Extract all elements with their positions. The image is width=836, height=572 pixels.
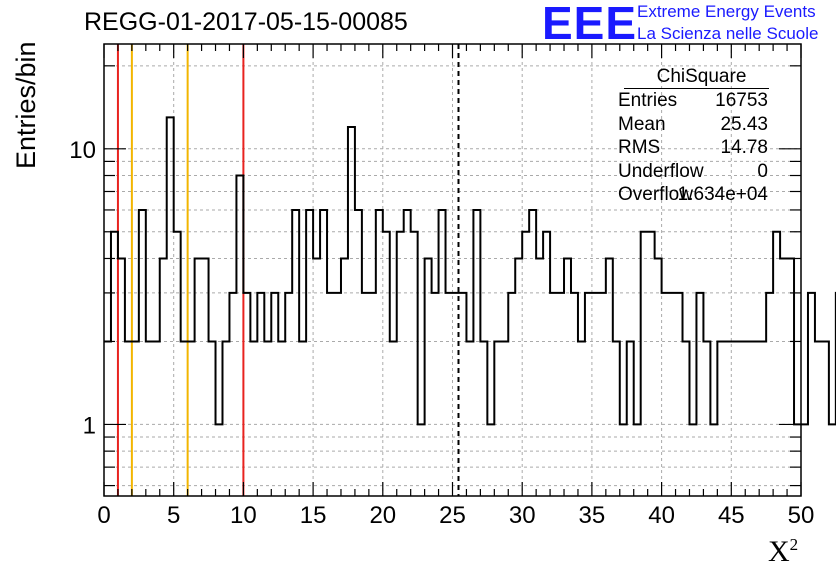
- x-tick-label: 50: [788, 502, 815, 529]
- reference-lines: [116, 44, 460, 496]
- x-tick-label: 10: [230, 502, 257, 529]
- stats-value: 16753: [715, 90, 768, 111]
- stats-key: Underflow: [618, 160, 704, 182]
- x-tick-label: 35: [579, 502, 606, 529]
- stats-title: ChiSquare: [624, 66, 769, 89]
- x-axis-label: X2: [768, 535, 798, 569]
- stats-row: Mean 25.43: [612, 113, 776, 137]
- x-axis-label-sup: 2: [789, 535, 799, 554]
- stats-row: Entries 16753: [612, 89, 776, 113]
- histogram-line: [104, 116, 836, 426]
- stats-value: 25.43: [720, 113, 768, 135]
- x-axis-ticks: 0 5 10 15 20 25 30 35 40 45 50: [97, 44, 814, 529]
- chart-title: REGG-01-2017-05-15-00085: [84, 8, 408, 36]
- y-tick-label: 10: [69, 137, 96, 164]
- stats-key: Mean: [618, 113, 666, 135]
- x-tick-label: 40: [648, 502, 675, 529]
- histogram-series: [104, 116, 836, 426]
- x-tick-label: 25: [439, 502, 466, 529]
- stats-value: 1.634e+04: [677, 184, 768, 205]
- stats-key: Overflow: [618, 184, 693, 205]
- x-tick-label: 20: [369, 502, 396, 529]
- logo-line-1: Extreme Energy Events: [637, 2, 816, 21]
- x-tick-label: 15: [300, 502, 327, 529]
- stats-row: Underflow 0: [612, 160, 776, 184]
- stats-value: 0: [757, 160, 768, 182]
- x-tick-label: 30: [509, 502, 536, 529]
- x-tick-label: 5: [167, 502, 180, 529]
- stats-box: ChiSquare Entries 16753 Mean 25.43 RMS 1…: [612, 66, 776, 207]
- y-axis-ticks: 1 10: [69, 65, 801, 487]
- y-tick-label: 1: [83, 412, 96, 439]
- eee-logo: EEE: [542, 0, 638, 49]
- stats-row: RMS 14.78: [612, 136, 776, 160]
- logo-line-2: La Scienza nelle Scuole: [637, 24, 819, 43]
- x-axis-label-base: X: [768, 535, 790, 568]
- x-tick-label: 45: [718, 502, 745, 529]
- x-tick-label: 0: [97, 502, 110, 529]
- stats-value: 14.78: [720, 137, 768, 158]
- stats-row: Overflow 1.634e+04: [612, 183, 776, 207]
- stats-key: RMS: [618, 137, 661, 158]
- y-axis-label: Entries/bin: [11, 41, 41, 169]
- stats-key: Entries: [618, 90, 678, 111]
